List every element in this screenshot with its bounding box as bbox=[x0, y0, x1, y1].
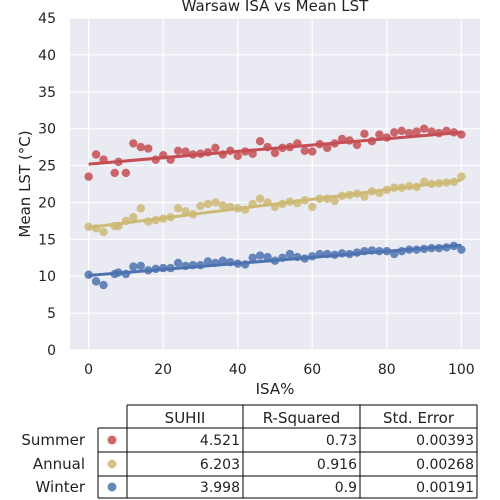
x-axis-label: ISA% bbox=[256, 380, 295, 398]
y-tick-label: 0 bbox=[47, 343, 56, 359]
y-tick-label: 30 bbox=[38, 122, 56, 138]
data-point bbox=[360, 129, 369, 139]
data-point bbox=[136, 261, 146, 271]
y-tick-label: 25 bbox=[38, 159, 56, 175]
x-tick-label: 80 bbox=[378, 362, 396, 378]
data-point bbox=[322, 143, 332, 153]
data-point bbox=[144, 144, 153, 153]
table-cell: 0.00393 bbox=[416, 433, 474, 449]
table-row-label: Winter bbox=[36, 478, 86, 496]
y-tick-label: 10 bbox=[38, 269, 56, 285]
y-tick-label: 5 bbox=[47, 306, 56, 322]
y-tick-label: 15 bbox=[38, 232, 56, 248]
y-tick-label: 40 bbox=[38, 48, 56, 64]
data-point bbox=[91, 150, 101, 159]
table-cell: 0.00268 bbox=[416, 457, 474, 473]
y-tick-labels: 0 5 10 15 20 25 30 35 40 45 bbox=[38, 11, 56, 359]
table-cell: 3.998 bbox=[200, 480, 240, 496]
data-point bbox=[129, 213, 138, 222]
data-point bbox=[270, 148, 280, 158]
series-summer bbox=[84, 124, 466, 181]
data-point bbox=[129, 262, 138, 271]
regression-line bbox=[88, 243, 462, 277]
table-row-label: Summer bbox=[21, 431, 85, 449]
data-point bbox=[136, 142, 146, 152]
data-point bbox=[99, 280, 108, 290]
data-point bbox=[390, 128, 399, 137]
regression-line bbox=[88, 130, 462, 166]
table-column-header: R-Squared bbox=[263, 409, 341, 427]
data-point bbox=[248, 253, 257, 262]
table-cell: 6.203 bbox=[200, 457, 240, 473]
data-point bbox=[121, 168, 131, 178]
y-tick-label: 45 bbox=[38, 11, 56, 27]
data-point bbox=[84, 172, 93, 181]
data-point bbox=[330, 196, 339, 206]
table-cell: 0.73 bbox=[326, 433, 357, 449]
data-point bbox=[360, 192, 369, 201]
data-point bbox=[181, 207, 190, 216]
table-row-marker bbox=[107, 459, 117, 469]
data-point bbox=[263, 252, 272, 262]
table-cell: 4.521 bbox=[200, 433, 240, 449]
data-point bbox=[419, 124, 429, 133]
data-point bbox=[173, 204, 183, 213]
table-row-marker bbox=[107, 482, 117, 492]
table-row-marker bbox=[107, 435, 117, 445]
data-point bbox=[173, 146, 183, 155]
y-tick-label: 20 bbox=[38, 195, 56, 211]
data-point bbox=[308, 202, 317, 212]
stats-table: SUHII R-Squared Std. Error Summer 4.521 0.73 0… bbox=[21, 404, 478, 499]
data-point bbox=[203, 257, 213, 266]
data-point bbox=[211, 143, 220, 153]
data-point bbox=[203, 199, 213, 209]
data-point bbox=[99, 227, 108, 237]
data-point bbox=[181, 147, 190, 156]
x-tick-label: 40 bbox=[229, 362, 247, 378]
y-axis-label: Mean LST (°C) bbox=[16, 130, 34, 237]
y-tick-label: 35 bbox=[38, 85, 56, 101]
data-point bbox=[173, 258, 183, 268]
data-point bbox=[255, 251, 265, 260]
data-point bbox=[129, 139, 138, 148]
data-point bbox=[457, 245, 466, 254]
table-cell: 0.9 bbox=[335, 480, 357, 496]
table-cell: 0.916 bbox=[317, 457, 357, 473]
data-point bbox=[211, 198, 220, 207]
data-point bbox=[218, 201, 228, 210]
table-column-header: SUHII bbox=[165, 409, 206, 427]
data-point bbox=[255, 194, 265, 203]
x-tick-label: 60 bbox=[303, 362, 321, 378]
x-tick-label: 0 bbox=[84, 362, 93, 378]
data-point bbox=[91, 277, 101, 286]
data-point bbox=[136, 204, 146, 213]
data-point bbox=[412, 127, 421, 136]
x-tick-labels: 0 20 40 60 80 100 bbox=[84, 362, 475, 378]
data-point bbox=[457, 172, 466, 181]
data-point bbox=[375, 130, 384, 139]
table-row-label: Annual bbox=[33, 455, 85, 473]
table-column-header: Std. Error bbox=[383, 409, 455, 427]
data-point bbox=[397, 126, 406, 136]
data-point bbox=[233, 151, 242, 161]
series-annual bbox=[84, 172, 466, 237]
series-winter bbox=[84, 241, 466, 290]
table-cell: 0.00191 bbox=[416, 480, 474, 496]
data-point bbox=[110, 168, 119, 178]
data-point bbox=[308, 147, 317, 156]
regression-line bbox=[88, 178, 462, 230]
data-point bbox=[255, 137, 265, 146]
data-point bbox=[300, 146, 310, 155]
data-point bbox=[285, 249, 295, 259]
series-layer bbox=[84, 124, 466, 290]
chart-title: Warsaw ISA vs Mean LST bbox=[182, 0, 370, 15]
data-point bbox=[196, 201, 205, 211]
x-tick-label: 20 bbox=[154, 362, 172, 378]
data-point bbox=[218, 256, 228, 265]
x-tick-label: 100 bbox=[448, 362, 475, 378]
